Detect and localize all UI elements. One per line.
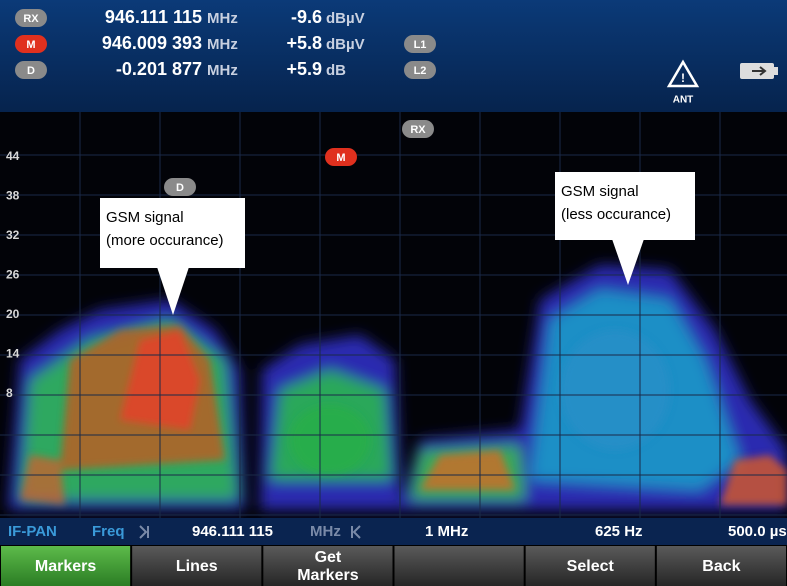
y-label: 32 (6, 228, 20, 242)
annotation-text: (more occurance) (106, 232, 224, 249)
softkey-label[interactable]: Back (702, 558, 740, 575)
y-label: 26 (6, 268, 20, 282)
level-unit: dB (326, 62, 346, 79)
span: 1 MHz (425, 523, 468, 540)
level-unit: dBµV (326, 36, 365, 53)
annotation-text: (less occurance) (561, 206, 671, 223)
badge-label: RX (410, 124, 426, 136)
y-label: 8 (6, 386, 13, 400)
badge-label: D (27, 65, 35, 77)
y-label: 44 (6, 149, 20, 163)
antenna-label: ANT (673, 95, 694, 106)
annotation-text: GSM signal (561, 183, 639, 200)
resolution: 625 Hz (595, 523, 643, 540)
status-frequency-unit: MHz (310, 523, 341, 540)
frequency-unit: MHz (207, 10, 238, 27)
badge-label: RX (23, 13, 39, 25)
level: +5.8 (286, 33, 322, 53)
softkey-label[interactable]: Lines (176, 558, 218, 575)
softkey-label[interactable]: Select (567, 558, 615, 575)
level-unit: dBµV (326, 10, 365, 27)
frequency: 946.111 115 (105, 7, 202, 27)
frequency: -0.201 877 (116, 59, 202, 79)
battery-icon (740, 63, 778, 79)
annotation-text: GSM signal (106, 209, 184, 226)
screen: RX 946.111 115 MHz -9.6dBµV M 946.009 393 MHz +… (0, 0, 787, 586)
badge-label: M (26, 39, 35, 51)
y-label: 20 (6, 307, 20, 321)
badge-label: M (336, 152, 345, 164)
badge-label: D (176, 182, 184, 194)
mode: IF-PAN (8, 523, 57, 540)
frequency-unit: MHz (207, 36, 238, 53)
frequency-unit: MHz (207, 62, 238, 79)
svg-text:!: ! (681, 71, 685, 85)
time: 500.0 µs (728, 523, 787, 540)
y-label: 14 (6, 347, 20, 361)
parameter: Freq (92, 523, 125, 540)
status-frequency: 946.111 115 (192, 523, 273, 540)
frequency: 946.009 393 (102, 33, 202, 53)
y-label: 38 (6, 189, 20, 203)
level: +5.9 (286, 59, 322, 79)
softkey (395, 546, 524, 586)
level: -9.6 (291, 7, 322, 27)
badge-label: L1 (414, 39, 427, 51)
softkey-label[interactable]: Markers (35, 558, 96, 575)
badge-label: L2 (414, 65, 427, 77)
